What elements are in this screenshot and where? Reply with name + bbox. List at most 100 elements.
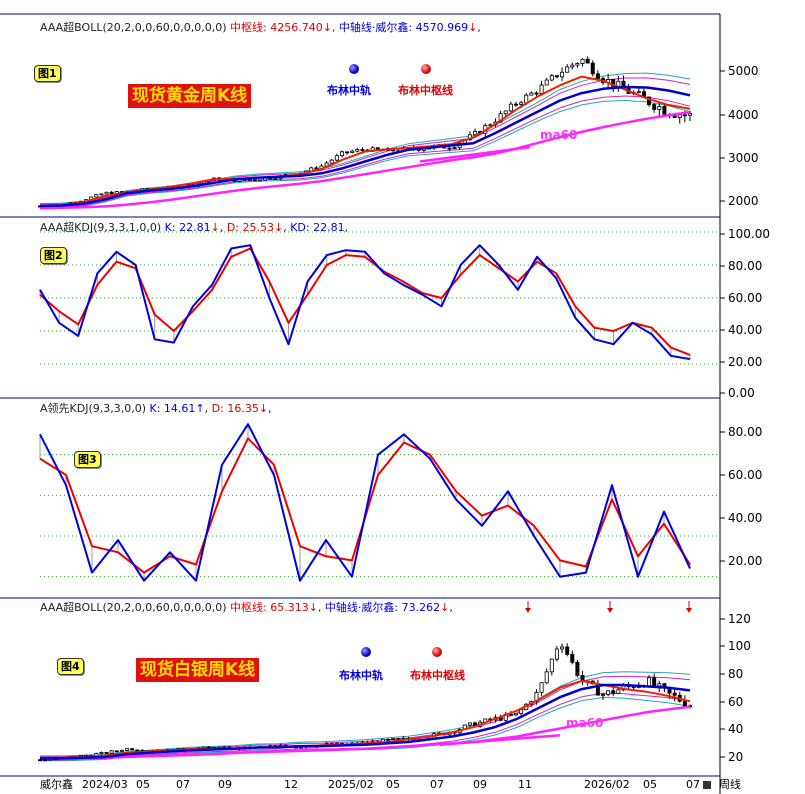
panel1-candle-body: [360, 149, 365, 151]
panel3-indicator-name: A领先KDJ(9,3,3,0,0): [40, 402, 147, 415]
panel4-sep1: ,: [317, 601, 322, 614]
panel4-ma60-label: ma60: [566, 716, 604, 730]
panel1-candle-body: [508, 103, 513, 112]
panel1-candle-body: [498, 113, 503, 123]
x-axis-label: 07: [430, 778, 444, 791]
panel4-signal-arrow-head: [686, 608, 692, 613]
panel1-candle-body: [560, 71, 565, 78]
panel1-candle-body: [258, 179, 263, 182]
panel4-candle-body: [544, 671, 549, 684]
panel1-candle-body: [334, 155, 339, 161]
panel4-sep2: ,: [449, 601, 453, 614]
panel1-candle-body: [565, 66, 570, 73]
panel2-sep3: ,: [344, 221, 349, 234]
panel1-title: 现货黄金周K线: [128, 84, 252, 108]
panel2-d-label: D: 25.53: [226, 221, 274, 234]
panel4-candle-body: [611, 690, 616, 694]
panel1-candle-body: [513, 103, 518, 106]
panel4-candle-body: [513, 712, 518, 716]
x-axis-label: 05: [643, 778, 657, 791]
panel2-indicator-name: AAA超KDJ(9,3,3,1,0,0): [40, 221, 162, 234]
panel1-candle-body: [672, 115, 677, 118]
panel4-y-tick: 80: [728, 667, 744, 681]
panel1-candle-body: [109, 191, 114, 194]
panel1-candle-body: [688, 113, 693, 116]
panel1-candle-body: [355, 149, 360, 152]
panel4-red-legend-ball: [432, 647, 442, 657]
panel1-ma60-label: ma60: [540, 128, 578, 142]
panel2-d-arrow: ↓: [273, 221, 284, 234]
panel4-legend-blue: 布林中轨: [339, 669, 383, 682]
panel4-candle-body: [99, 752, 104, 755]
panel1-candle-body: [539, 84, 544, 94]
panel4-candle-body: [554, 648, 559, 660]
panel3-y-tick: 60.00: [728, 468, 763, 482]
x-axis-label: 09: [218, 778, 232, 791]
panel3-d-label: D: 16.35: [211, 402, 259, 415]
panel4-candle-body: [647, 677, 652, 687]
panel4-candle-body: [43, 759, 48, 762]
panel4-mid-arrow: ↓: [308, 601, 318, 614]
panel2-sep2: ,: [283, 221, 287, 234]
panel1-outer-band-lower: [39, 100, 691, 209]
panel4-mid-label: 中枢线: 65.313: [230, 601, 309, 614]
panel4-signal-arrow-head: [607, 608, 613, 613]
panel1-y-tick: 4000: [728, 108, 759, 122]
panel1-header: AAA超BOLL(20,2,0,0,60,0,0,0,0,0) 中枢线: 425…: [40, 21, 481, 34]
panel1-sep2: ,: [477, 21, 481, 34]
panel1-candle-body: [519, 102, 524, 105]
panel1-sep1: ,: [331, 21, 336, 34]
x-axis-label: 2024/03: [82, 778, 128, 791]
panel3-sep2: ,: [268, 402, 272, 415]
panel1-y-tick: 5000: [728, 64, 759, 78]
panel3-k-arrow: ↑: [195, 402, 205, 415]
panel1-candle-body: [636, 91, 641, 94]
panel4-y-tick: 60: [728, 695, 744, 709]
panel1-candle-body: [503, 110, 508, 115]
panel4-candle-body: [606, 690, 611, 695]
panel1-outer-band-upper: [39, 72, 691, 204]
panel2-badge: 图2: [40, 247, 67, 264]
panel4-candle-body: [652, 677, 657, 687]
panel2-k-label: K: 22.81: [164, 221, 211, 234]
panel4-candle-body: [508, 713, 513, 716]
panel1-candle-body: [524, 94, 529, 104]
x-axis-label: 07: [686, 778, 700, 791]
x-axis-label: 12: [284, 778, 298, 791]
panel4-indicator-name: AAA超BOLL(20,2,0,0,60,0,0,0,0,0): [40, 601, 227, 614]
panel4-signal-arrow-head: [525, 608, 531, 613]
panel3-header: A领先KDJ(9,3,3,0,0) K: 14.61↑, D: 16.35↓,: [40, 402, 272, 415]
panel4-candle-body: [386, 738, 391, 741]
x-axis-label: 2026/02: [584, 778, 630, 791]
panel2-y-tick: 40.00: [728, 323, 763, 337]
panel2-k-line: [39, 244, 691, 361]
panel3-sep1: ,: [204, 402, 209, 415]
panel1-candle-body: [549, 75, 554, 81]
panel4-ma60-extension: [439, 734, 561, 747]
panel1-candle-body: [314, 167, 319, 170]
panel1-candle-body: [99, 193, 104, 196]
panel3-badge: 图3: [74, 451, 101, 468]
panel1-candle-body: [252, 179, 257, 182]
panel1-candle-body: [104, 191, 109, 195]
panel4-candle-body: [125, 748, 130, 751]
panel1-candle-body: [339, 151, 344, 157]
panel1-y-tick: 2000: [728, 194, 759, 208]
panel3-k-line: [39, 423, 691, 582]
panel1-candle-body: [585, 58, 590, 64]
panel2-k-arrow: ↓: [210, 221, 220, 234]
panel4-center-line: [39, 679, 691, 760]
x-axis-watermark: 威尔鑫: [40, 778, 73, 791]
panel1-candle-body: [94, 194, 99, 198]
x-axis-label: 05: [136, 778, 150, 791]
panel4-blue-legend-ball: [361, 647, 371, 657]
panel2-y-tick: 100.00: [728, 227, 770, 241]
panel1-candle-body: [677, 114, 682, 118]
panel2-y-tick: 20.00: [728, 355, 763, 369]
panel4-candle-body: [616, 689, 621, 694]
x-axis-label: 09: [473, 778, 487, 791]
panel1-candle-body: [590, 62, 595, 75]
panel1-ma60-extension: [419, 145, 531, 163]
panel1-candle-body: [329, 159, 334, 164]
